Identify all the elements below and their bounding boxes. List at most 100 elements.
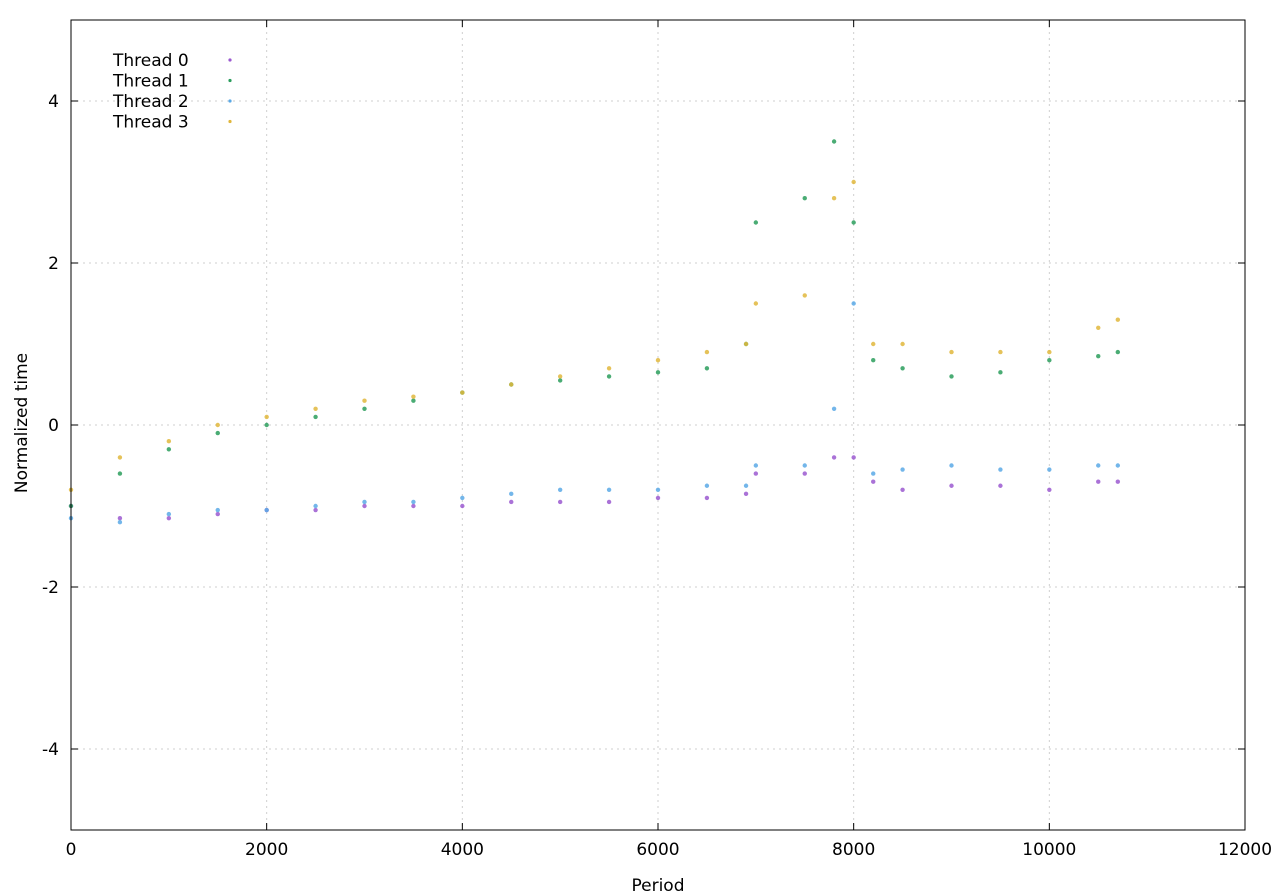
data-point <box>460 503 465 509</box>
data-point <box>313 414 318 420</box>
data-point <box>313 406 318 411</box>
data-point <box>704 366 710 371</box>
data-point <box>949 349 954 355</box>
data-point <box>460 495 465 501</box>
data-point <box>362 406 367 411</box>
data-point <box>998 483 1003 488</box>
data-point <box>871 358 876 363</box>
data-point <box>117 520 123 525</box>
x-tick-label: 8000 <box>832 840 875 860</box>
x-axis-title: Period <box>631 876 684 896</box>
data-point <box>753 463 759 468</box>
data-point <box>1115 479 1121 484</box>
data-point <box>1047 487 1052 492</box>
data-point <box>509 382 514 387</box>
data-point <box>362 398 367 403</box>
series-thread-0 <box>68 455 1121 521</box>
data-point <box>802 293 807 298</box>
data-point <box>753 471 759 476</box>
legend-label: Thread 3 <box>112 113 189 133</box>
data-point <box>949 463 954 468</box>
grid-lines <box>71 20 1245 830</box>
y-tick-label: 2 <box>48 254 59 274</box>
legend-marker <box>228 58 232 62</box>
data-point <box>831 455 837 460</box>
data-point <box>1115 349 1121 355</box>
data-point <box>949 483 954 488</box>
data-point <box>606 487 612 492</box>
data-point <box>557 378 563 383</box>
data-point <box>1096 353 1101 359</box>
data-point <box>215 430 220 436</box>
data-point <box>1096 479 1101 484</box>
data-point <box>313 503 318 509</box>
y-tick-label: 0 <box>48 416 59 436</box>
data-point <box>557 499 563 505</box>
legend-label: Thread 2 <box>112 92 189 112</box>
data-point <box>362 499 367 505</box>
data-point <box>1047 358 1052 363</box>
data-point <box>704 483 710 488</box>
data-point <box>1096 325 1101 330</box>
data-point <box>704 349 710 355</box>
data-point <box>871 471 876 476</box>
data-point <box>557 374 563 379</box>
y-tick-label: 4 <box>48 92 59 112</box>
data-point <box>411 503 416 509</box>
data-point <box>743 491 749 497</box>
data-point <box>851 220 856 225</box>
data-point <box>606 499 612 505</box>
x-tick-label: 6000 <box>636 840 679 860</box>
data-point <box>831 139 837 144</box>
data-point <box>900 487 905 492</box>
x-tick-label: 10000 <box>1022 840 1076 860</box>
data-point <box>606 374 612 379</box>
data-point <box>166 447 172 452</box>
legend-label: Thread 0 <box>112 51 189 71</box>
series-thread-3 <box>68 179 1121 492</box>
data-point <box>871 341 876 347</box>
data-point <box>166 439 172 444</box>
legend-marker <box>228 99 232 103</box>
data-point <box>900 341 905 347</box>
data-point <box>411 398 416 403</box>
data-point <box>998 467 1003 472</box>
data-point <box>851 179 856 185</box>
data-point <box>264 422 269 428</box>
data-point <box>831 196 837 201</box>
data-point <box>264 414 269 420</box>
data-point <box>1047 467 1052 472</box>
data-point <box>998 349 1003 355</box>
data-point <box>655 487 661 492</box>
legend-marker <box>228 78 232 83</box>
x-tick-label: 4000 <box>441 840 484 860</box>
data-point <box>871 479 876 484</box>
data-point <box>949 374 954 379</box>
data-point <box>655 495 661 501</box>
legend-marker <box>228 119 232 124</box>
data-point <box>362 503 367 509</box>
legend-label: Thread 1 <box>112 72 189 92</box>
data-point <box>753 301 759 306</box>
data-point <box>900 366 905 371</box>
data-point <box>1047 349 1052 355</box>
x-tick-label: 12000 <box>1218 840 1272 860</box>
data-point <box>802 471 807 476</box>
y-tick-label: -2 <box>42 578 59 598</box>
data-point <box>411 394 416 399</box>
data-point <box>264 507 269 513</box>
axis-ticks: 0 2000 4000 6000 8000 10000 12000 -4 -2 0 2 4 <box>42 20 1272 860</box>
data-point <box>1096 463 1101 468</box>
data-point <box>998 370 1003 375</box>
data-point <box>851 301 856 306</box>
data-point <box>215 511 220 517</box>
y-tick-label: -4 <box>42 740 59 760</box>
data-point <box>411 499 416 505</box>
data-point <box>215 422 220 428</box>
data-point <box>1115 463 1121 468</box>
data-point <box>509 499 514 505</box>
data-point <box>655 358 661 363</box>
data-point <box>313 507 318 513</box>
y-axis-title: Normalized time <box>12 353 32 493</box>
